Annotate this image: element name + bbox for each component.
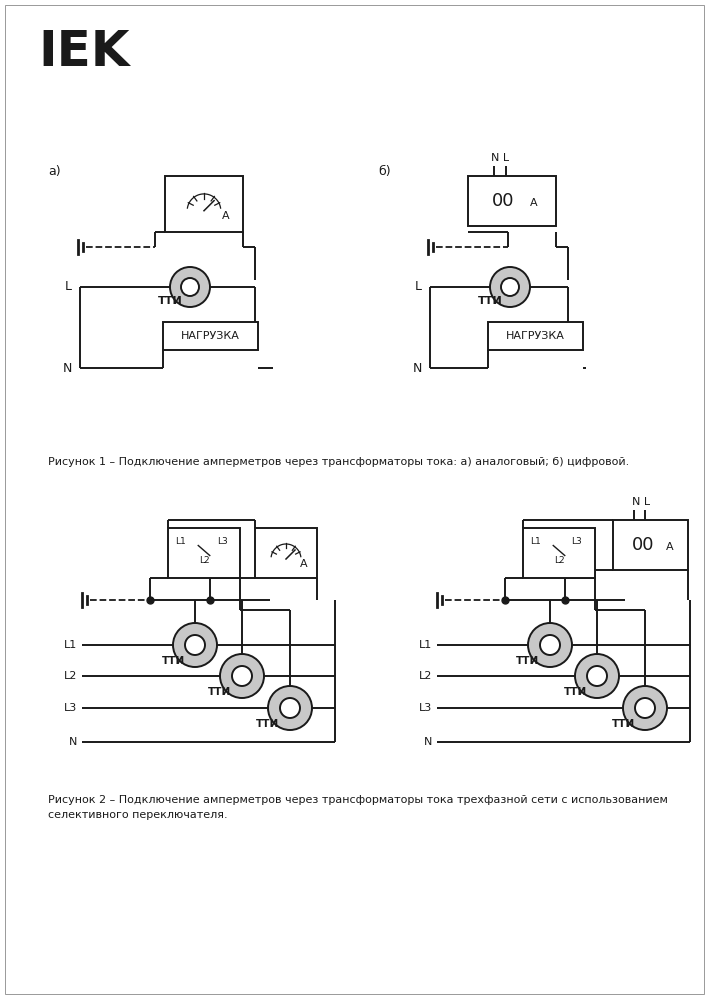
Text: L2: L2 <box>554 556 564 565</box>
Text: L: L <box>65 281 72 294</box>
Bar <box>168 528 240 578</box>
Text: N: N <box>62 362 72 375</box>
Circle shape <box>490 267 530 307</box>
Text: L3: L3 <box>571 537 582 546</box>
Circle shape <box>232 666 252 686</box>
Text: L: L <box>415 281 422 294</box>
Text: ТТИ: ТТИ <box>611 719 635 729</box>
Circle shape <box>540 635 560 655</box>
Text: L2: L2 <box>199 556 209 565</box>
Text: 00: 00 <box>632 536 654 554</box>
Text: ТТИ: ТТИ <box>478 296 503 306</box>
Bar <box>255 528 317 578</box>
Text: N L: N L <box>491 153 510 163</box>
Bar <box>468 176 556 226</box>
Text: L2: L2 <box>418 671 432 681</box>
Text: N L: N L <box>632 497 650 507</box>
Text: ТТИ: ТТИ <box>516 656 540 666</box>
Text: 00: 00 <box>492 192 515 210</box>
Text: IEK: IEK <box>38 28 130 76</box>
Text: L1: L1 <box>530 537 542 546</box>
Text: L1: L1 <box>64 640 77 650</box>
Text: А: А <box>530 199 538 209</box>
Text: A: A <box>299 559 307 569</box>
Text: N: N <box>69 737 77 747</box>
Bar <box>163 322 258 350</box>
Circle shape <box>575 654 619 698</box>
Text: А: А <box>666 542 673 552</box>
Circle shape <box>181 278 199 296</box>
Circle shape <box>268 686 312 730</box>
Circle shape <box>185 635 205 655</box>
Circle shape <box>170 267 210 307</box>
Text: N: N <box>423 737 432 747</box>
Circle shape <box>173 623 217 667</box>
Circle shape <box>280 698 300 718</box>
Bar <box>613 520 688 570</box>
Text: ТТИ: ТТИ <box>564 687 586 697</box>
Text: L3: L3 <box>64 703 77 713</box>
Bar <box>523 528 595 578</box>
Bar <box>488 322 583 350</box>
Circle shape <box>501 278 519 296</box>
Circle shape <box>623 686 667 730</box>
Text: ТТИ: ТТИ <box>157 296 182 306</box>
Text: L3: L3 <box>217 537 228 546</box>
Text: а): а) <box>48 166 61 179</box>
Text: N: N <box>413 362 422 375</box>
Text: ТТИ: ТТИ <box>257 719 279 729</box>
Text: ТТИ: ТТИ <box>208 687 232 697</box>
Text: ТТИ: ТТИ <box>162 656 184 666</box>
Circle shape <box>587 666 607 686</box>
Text: селективного переключателя.: селективного переключателя. <box>48 810 228 820</box>
Text: б): б) <box>378 166 391 179</box>
Bar <box>165 176 243 232</box>
Circle shape <box>220 654 264 698</box>
Text: A: A <box>222 212 230 222</box>
Text: L3: L3 <box>419 703 432 713</box>
Text: Рисунок 2 – Подключение амперметров через трансформаторы тока трехфазной сети с : Рисунок 2 – Подключение амперметров чере… <box>48 795 668 805</box>
Text: НАГРУЗКА: НАГРУЗКА <box>506 331 565 341</box>
Text: L2: L2 <box>64 671 77 681</box>
Text: L1: L1 <box>419 640 432 650</box>
Circle shape <box>528 623 572 667</box>
Text: НАГРУЗКА: НАГРУЗКА <box>181 331 240 341</box>
Circle shape <box>635 698 655 718</box>
Text: Рисунок 1 – Подключение амперметров через трансформаторы тока: а) аналоговый; б): Рисунок 1 – Подключение амперметров чере… <box>48 457 630 467</box>
Text: L1: L1 <box>176 537 186 546</box>
